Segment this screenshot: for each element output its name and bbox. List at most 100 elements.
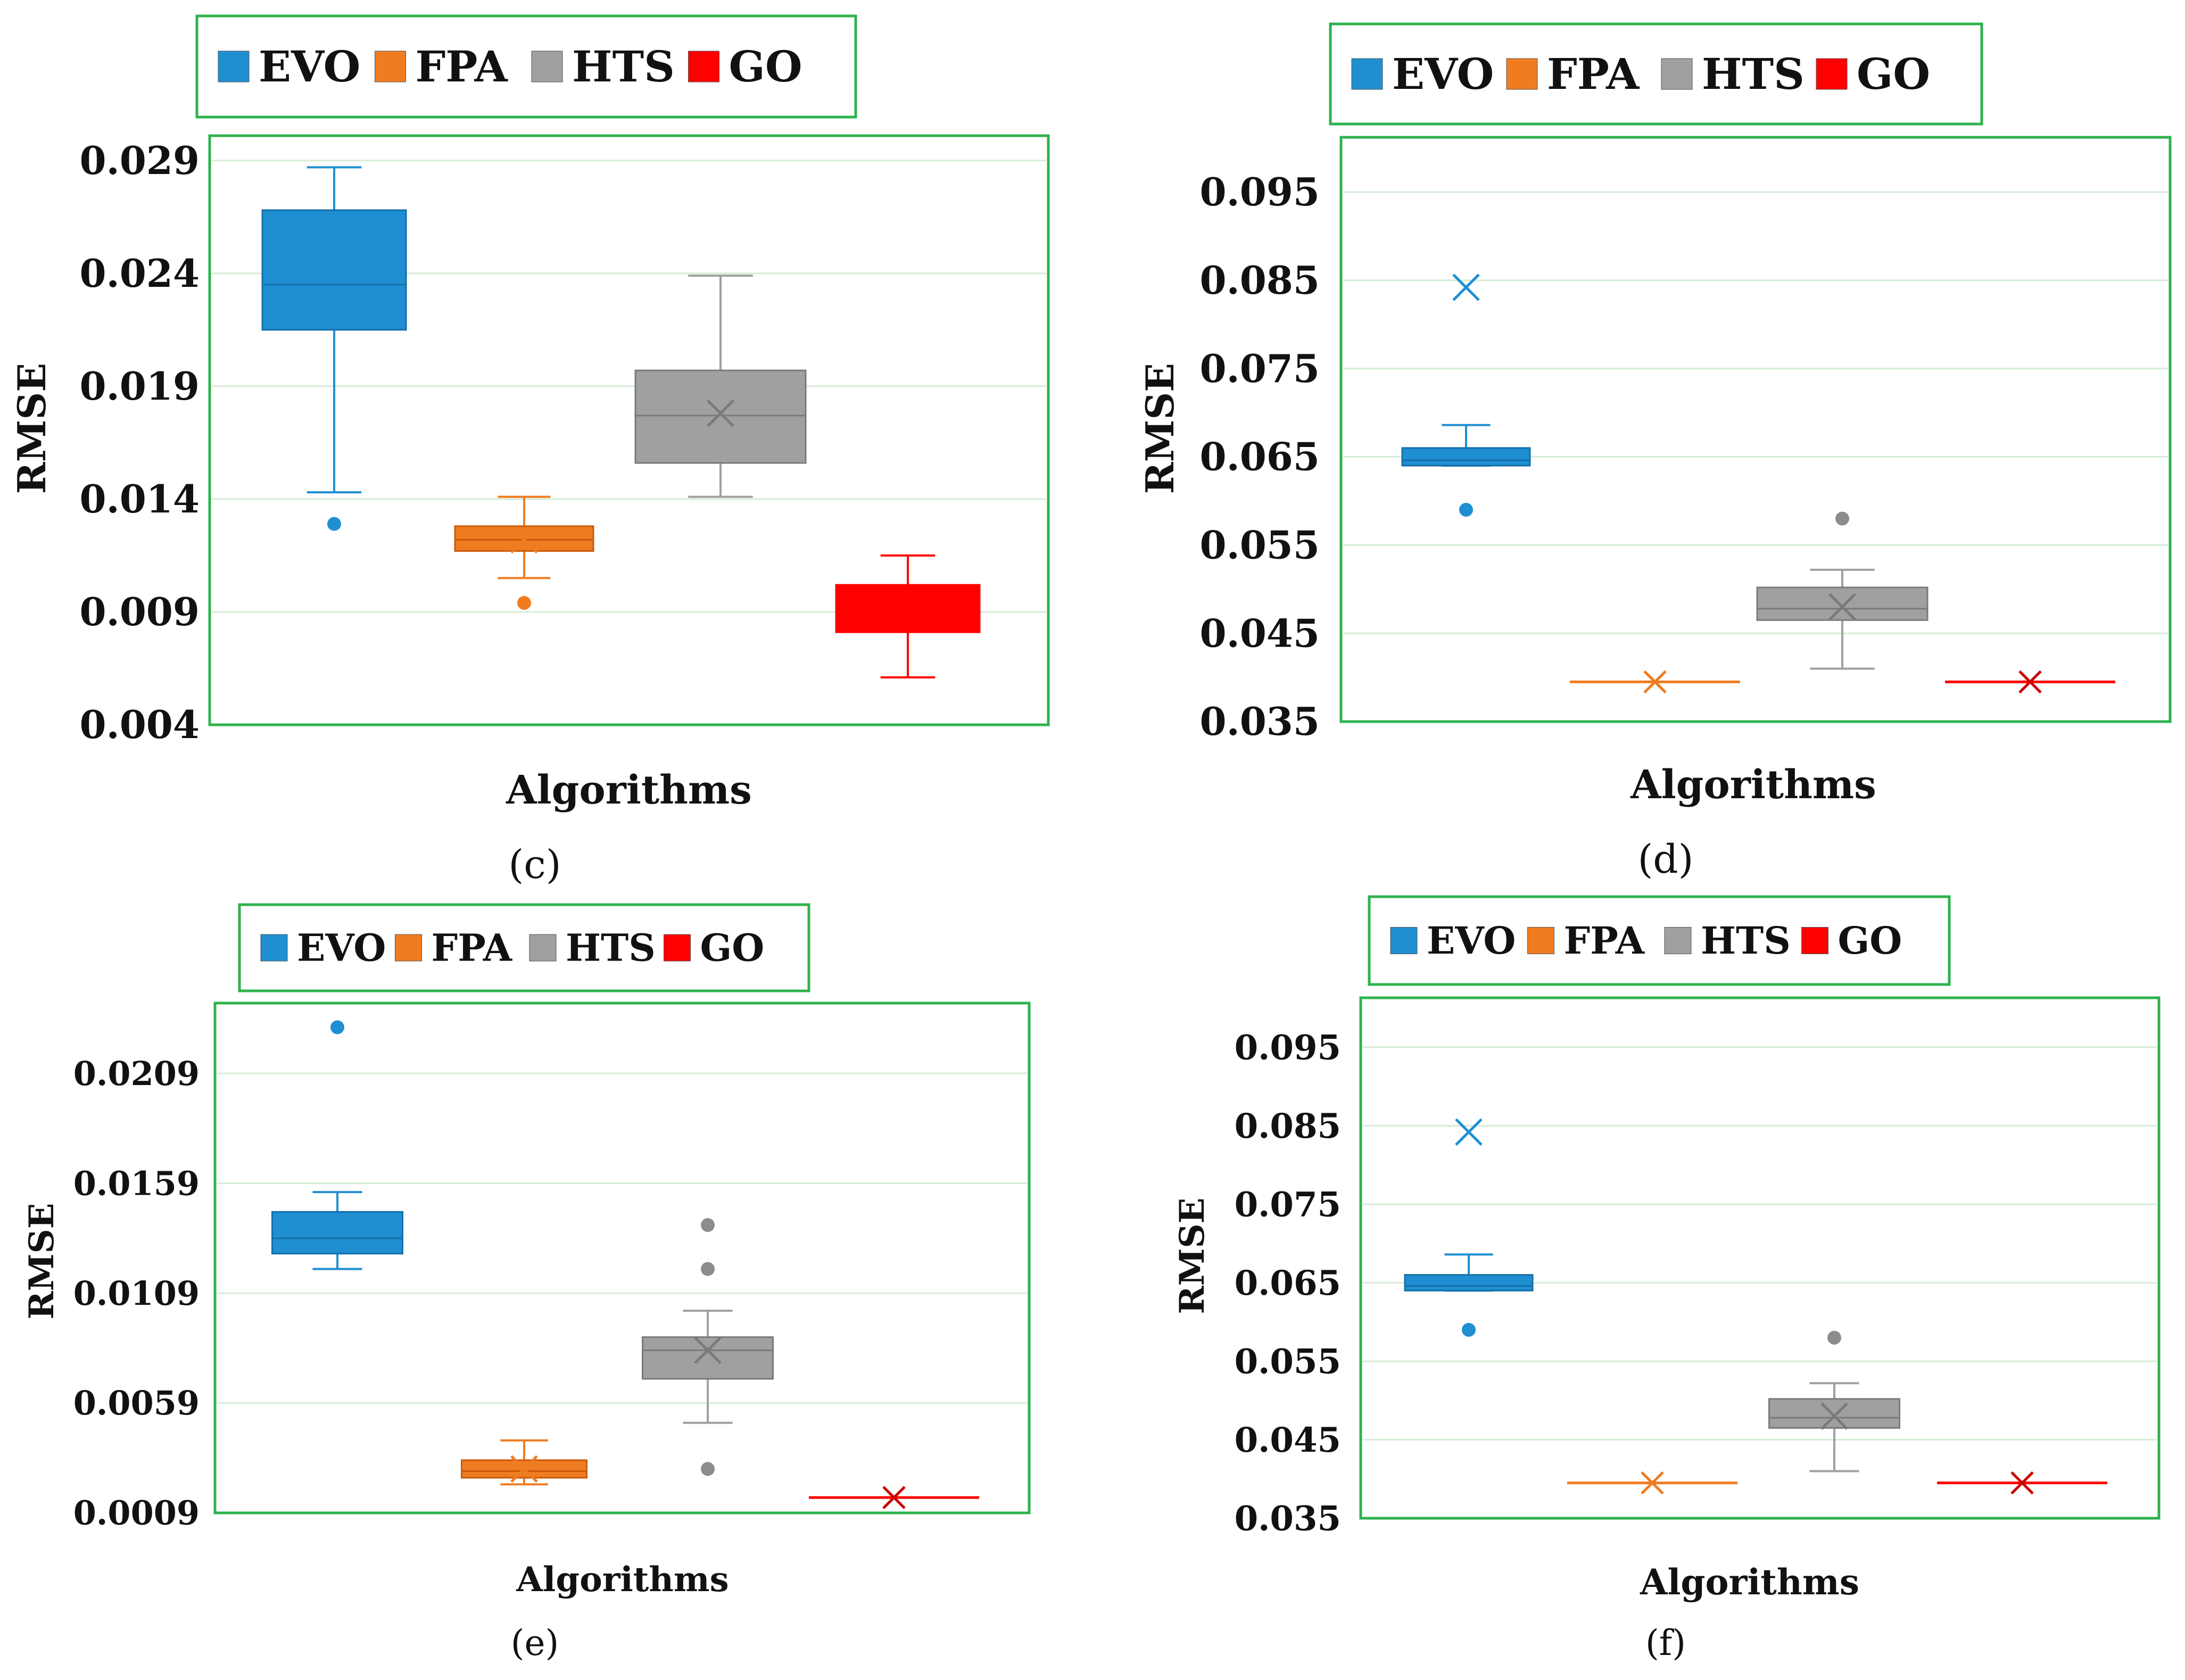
outlier-point	[327, 517, 341, 531]
mean-marker-b	[510, 1455, 538, 1483]
box-fpa	[454, 495, 594, 610]
mean-marker-b	[1643, 670, 1667, 694]
legend-swatch-fpa	[1527, 927, 1554, 954]
mean-marker-b	[1828, 593, 1856, 621]
legend-swatch-go	[1816, 58, 1848, 90]
y-axis-label: RMSE	[9, 363, 54, 494]
y-tick-label: 0.035	[1235, 1499, 1341, 1538]
y-tick-label: 0.045	[1200, 610, 1320, 656]
x-axis-label: Algorithms	[1640, 1561, 1859, 1603]
legend-label-evo: EVO	[1427, 918, 1516, 963]
box-hts	[642, 1218, 774, 1476]
box-fpa	[461, 1439, 587, 1486]
y-axis-label: RMSE	[1172, 1197, 1212, 1314]
legend-label-hts: HTS	[566, 926, 656, 970]
legend-swatch-evo	[1351, 58, 1383, 90]
legend-e: EVO FPA HTS GO	[238, 903, 810, 992]
legend-swatch-evo	[218, 51, 250, 82]
legend-label-evo: EVO	[259, 42, 360, 92]
panel-caption: (f)	[1645, 1623, 1686, 1664]
mean-marker-b	[882, 1486, 906, 1509]
legend-d: EVO FPA HTS GO	[1329, 22, 1983, 126]
legend-swatch-hts	[531, 51, 563, 82]
panel-caption: (d)	[1637, 837, 1693, 882]
box-evo	[271, 1020, 403, 1270]
y-tick-label: 0.055	[1200, 522, 1320, 567]
box-evo	[1404, 1118, 1534, 1337]
y-tick-label: 0.029	[80, 138, 200, 183]
y-tick-label: 0.0009	[73, 1494, 200, 1533]
box-iqr	[1756, 586, 1929, 621]
box-hts	[1756, 511, 1929, 670]
box-evo	[1401, 274, 1531, 517]
y-tick-label: 0.019	[80, 363, 200, 409]
box-go	[1945, 670, 2115, 694]
legend-label-hts: HTS	[1701, 918, 1791, 963]
outlier-point	[1835, 511, 1849, 526]
legend-label-fpa: FPA	[416, 42, 508, 92]
box-hts	[634, 274, 807, 498]
y-axis-label: RMSE	[22, 1203, 62, 1319]
box-go	[1937, 1471, 2107, 1495]
plot-frame	[1359, 996, 2161, 1520]
x-axis-label: Algorithms	[516, 1560, 729, 1600]
mean-marker-b	[2010, 1471, 2034, 1495]
box-fpa	[1570, 670, 1740, 694]
mean-marker-b	[510, 526, 538, 553]
outlier-point	[1462, 1322, 1476, 1337]
legend-label-go: GO	[1838, 918, 1902, 963]
box-fpa	[1567, 1471, 1737, 1495]
plot-frame	[1339, 136, 2172, 723]
box-iqr	[1404, 1274, 1534, 1292]
legend-label-hts: HTS	[572, 42, 675, 92]
y-tick-label: 0.065	[1235, 1263, 1341, 1303]
y-tick-label: 0.065	[1200, 434, 1320, 479]
y-tick-label: 0.095	[1235, 1028, 1341, 1067]
y-tick-label: 0.0159	[73, 1164, 200, 1203]
legend-frame	[195, 14, 857, 119]
mean-marker-b	[2018, 670, 2042, 694]
legend-c: EVO FPA HTS GO	[195, 14, 857, 119]
mean-marker-b	[1820, 1402, 1848, 1430]
legend-label-fpa: FPA	[432, 926, 513, 970]
legend-f: EVO FPA HTS GO	[1368, 895, 1951, 986]
y-tick-label: 0.024	[80, 251, 200, 296]
box-iqr	[271, 1211, 403, 1255]
box-iqr	[634, 369, 807, 464]
legend-label-hts: HTS	[1702, 49, 1805, 99]
legend-swatch-go	[688, 51, 719, 82]
y-tick-label: 0.045	[1235, 1420, 1341, 1460]
y-tick-label: 0.0109	[73, 1274, 200, 1313]
y-tick-label: 0.085	[1235, 1106, 1341, 1146]
x-axis-label: Algorithms	[1630, 762, 1876, 808]
mean-marker-b	[1452, 274, 1480, 301]
panel-f: EVO FPA HTS GO 0.095 0.085 0.075 0.065 0.055 0.04…	[1172, 895, 2161, 1664]
box-go	[835, 554, 981, 678]
outlier-point	[701, 1462, 715, 1476]
y-tick-label: 0.009	[80, 589, 200, 634]
box-iqr	[1401, 447, 1531, 467]
mean-marker-b	[1641, 1471, 1664, 1495]
legend-swatch-evo	[1390, 927, 1418, 954]
y-tick-label: 0.085	[1200, 258, 1320, 303]
box-hts	[1768, 1330, 1900, 1472]
y-tick-label: 0.035	[1200, 699, 1320, 744]
panel-caption: (e)	[511, 1623, 559, 1664]
y-axis-label: RMSE	[1137, 363, 1182, 494]
box-iqr	[1768, 1398, 1900, 1429]
legend-label-evo: EVO	[297, 926, 386, 970]
panel-d: EVO FPA HTS GO 0.095 0.085 0.075 0.065 0.055 0.04…	[1137, 22, 2172, 882]
outlier-point	[517, 595, 531, 610]
outlier-point	[701, 1262, 715, 1276]
legend-swatch-hts	[529, 934, 557, 962]
mean-marker-b	[1455, 1118, 1483, 1146]
y-tick-label: 0.0059	[73, 1384, 200, 1422]
legend-label-go: GO	[700, 926, 765, 970]
legend-frame	[1329, 22, 1983, 126]
legend-frame	[238, 903, 810, 992]
panel-c: EVO FPA HTS GO 0.029 0.024 0.019 0.014 0.009 0.00…	[9, 14, 1050, 888]
box-evo	[261, 166, 407, 531]
legend-swatch-fpa	[395, 934, 422, 962]
outlier-point	[701, 1218, 715, 1232]
box-go	[809, 1486, 979, 1509]
